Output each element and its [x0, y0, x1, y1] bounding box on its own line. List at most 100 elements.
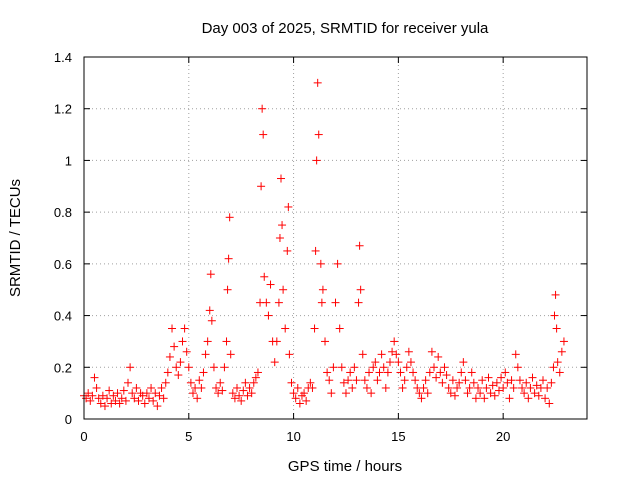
data-point	[153, 402, 162, 411]
data-point	[373, 376, 382, 385]
data-point	[355, 241, 364, 250]
data-point	[147, 383, 156, 392]
data-point	[480, 394, 489, 403]
data-point	[205, 306, 214, 315]
data-point	[124, 378, 133, 387]
data-point	[212, 383, 221, 392]
data-point	[390, 337, 399, 346]
data-point	[291, 394, 300, 403]
data-point	[174, 371, 183, 380]
data-point	[220, 363, 229, 372]
data-point	[541, 394, 550, 403]
data-point	[126, 363, 135, 372]
data-point	[103, 394, 112, 403]
data-point	[434, 352, 443, 361]
data-point	[482, 383, 491, 392]
data-point	[419, 383, 428, 392]
data-point	[260, 272, 269, 281]
data-point	[197, 383, 206, 392]
data-point	[275, 234, 284, 242]
data-point	[465, 383, 474, 392]
data-point	[195, 376, 204, 385]
data-point	[249, 378, 258, 387]
data-point	[218, 386, 227, 395]
data-point	[427, 347, 436, 356]
data-point	[314, 130, 323, 139]
data-point	[486, 389, 495, 398]
data-point	[223, 285, 232, 294]
data-point	[90, 373, 99, 382]
data-point	[459, 358, 468, 367]
data-point	[109, 391, 118, 400]
data-point	[274, 298, 283, 307]
data-point	[243, 391, 252, 400]
data-point	[499, 383, 508, 392]
y-tick-label: 0	[65, 412, 72, 427]
data-point	[140, 399, 149, 408]
data-point	[335, 324, 344, 333]
data-point	[450, 391, 459, 400]
data-point	[448, 376, 457, 385]
data-point	[111, 396, 120, 405]
data-point	[278, 221, 287, 230]
data-point	[444, 383, 453, 392]
data-point	[369, 363, 378, 372]
data-point	[432, 373, 441, 382]
data-point	[415, 389, 424, 398]
data-point	[159, 394, 168, 403]
data-point	[423, 389, 432, 398]
data-point	[543, 383, 552, 392]
data-point	[513, 363, 522, 372]
data-point	[549, 363, 558, 372]
data-point	[503, 378, 512, 387]
axis-ticks: 0 0.2 0.4 0.6 0.8 1 1.2 1.4 0 5 10 15 20	[54, 50, 587, 444]
data-point	[356, 285, 365, 294]
x-tick-label: 0	[80, 429, 87, 444]
data-point	[105, 386, 114, 395]
data-point	[490, 391, 499, 400]
data-point	[283, 246, 292, 255]
data-point	[96, 399, 105, 408]
data-point	[488, 381, 497, 390]
data-point	[455, 378, 464, 387]
data-point	[311, 246, 320, 255]
chart-title: Day 003 of 2025, SRMTID for receiver yul…	[202, 20, 489, 37]
x-tick-label: 20	[496, 429, 510, 444]
data-point	[134, 396, 143, 405]
data-point	[86, 396, 95, 405]
data-point	[497, 373, 506, 382]
data-point	[165, 352, 174, 361]
data-point	[354, 298, 363, 307]
data-point	[281, 324, 290, 333]
data-point	[555, 368, 564, 377]
data-point	[505, 394, 514, 403]
data-point	[155, 391, 164, 400]
data-point	[170, 342, 179, 351]
x-tick-label: 10	[286, 429, 300, 444]
data-point	[201, 350, 210, 359]
data-point	[494, 386, 503, 395]
data-point	[241, 378, 250, 387]
data-point	[394, 358, 403, 367]
data-point	[163, 368, 172, 377]
y-tick-label: 0.6	[54, 257, 72, 272]
data-point	[375, 368, 384, 377]
data-point	[383, 368, 392, 377]
data-point	[277, 174, 286, 183]
data-point	[463, 389, 472, 398]
data-point	[511, 350, 520, 359]
data-point	[117, 394, 126, 403]
data-point	[350, 363, 359, 372]
data-point	[270, 358, 279, 367]
data-point	[206, 270, 215, 279]
data-point	[247, 389, 256, 398]
data-point	[224, 254, 233, 263]
y-tick-label: 0.2	[54, 360, 72, 375]
data-point	[528, 373, 537, 382]
data-point	[264, 311, 273, 320]
data-point	[144, 394, 153, 403]
data-point	[329, 363, 338, 372]
data-point	[365, 368, 374, 377]
data-point	[184, 363, 193, 372]
data-point	[467, 368, 476, 377]
